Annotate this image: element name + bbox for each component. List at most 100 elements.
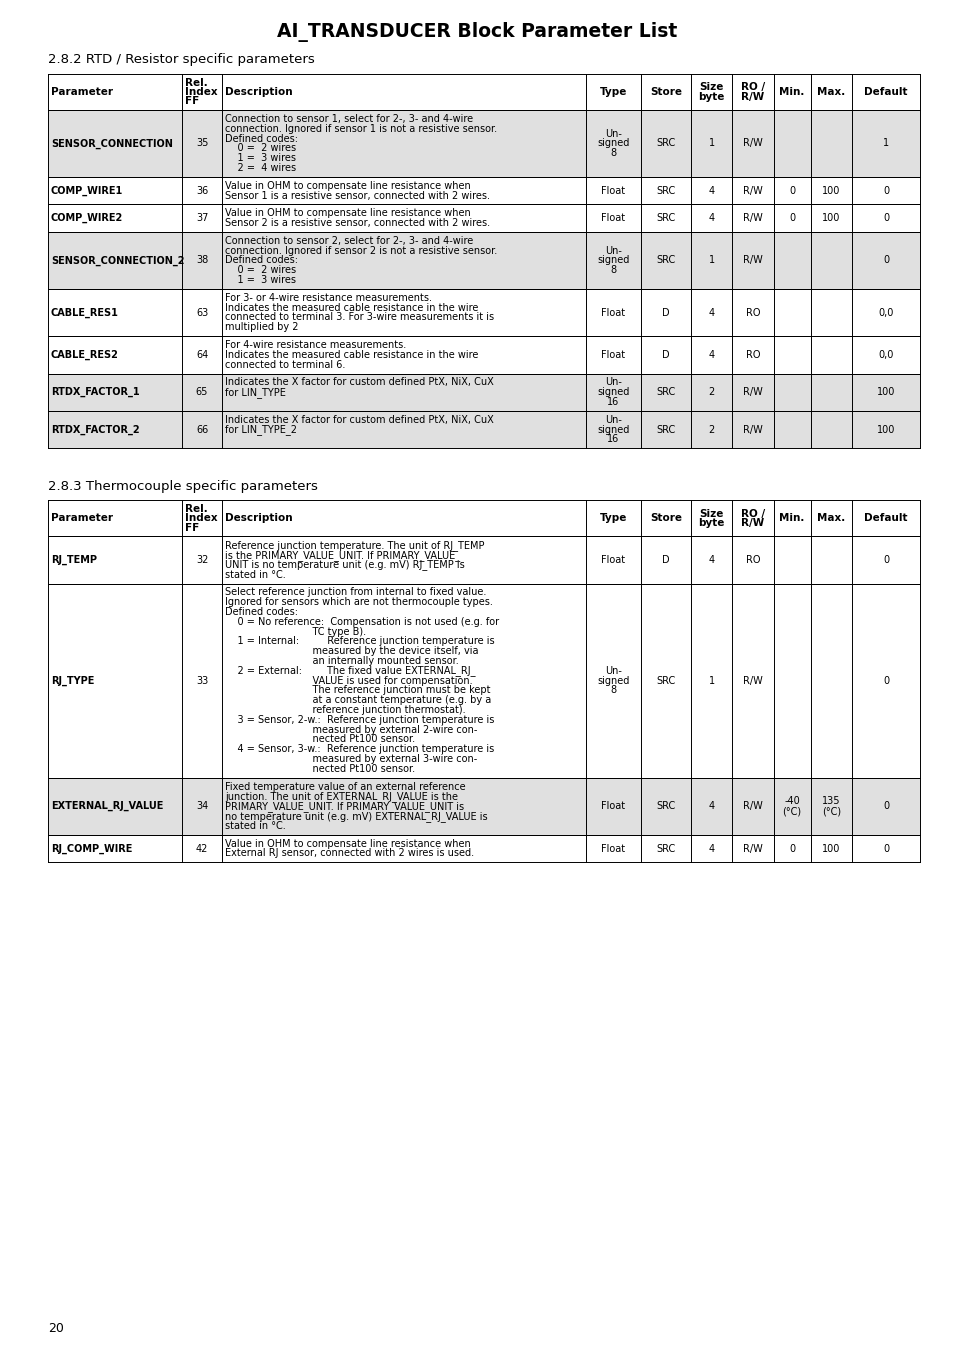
- Bar: [48, 374, 919, 410]
- Text: Max.: Max.: [817, 513, 844, 524]
- Text: 0 =  2 wires: 0 = 2 wires: [225, 143, 296, 154]
- Text: byte: byte: [698, 92, 724, 101]
- Text: Float: Float: [600, 213, 625, 223]
- Text: Un-: Un-: [604, 378, 621, 387]
- Text: 32: 32: [195, 555, 208, 566]
- Text: (°C): (°C): [781, 806, 801, 817]
- Text: Float: Float: [600, 350, 625, 360]
- Text: 2: 2: [708, 387, 714, 397]
- Text: Select reference junction from internal to fixed value.: Select reference junction from internal …: [225, 587, 486, 598]
- Text: Sensor 1 is a resistive sensor, connected with 2 wires.: Sensor 1 is a resistive sensor, connecte…: [225, 190, 490, 201]
- Text: R/W: R/W: [742, 844, 762, 853]
- Bar: [48, 74, 919, 109]
- Text: Type: Type: [599, 86, 626, 97]
- Text: RTDX_FACTOR_1: RTDX_FACTOR_1: [51, 387, 139, 397]
- Text: Float: Float: [600, 555, 625, 566]
- Text: RO: RO: [745, 555, 760, 566]
- Text: 20: 20: [48, 1322, 64, 1335]
- Text: R/W: R/W: [742, 185, 762, 196]
- Bar: [48, 232, 919, 289]
- Text: 100: 100: [821, 213, 840, 223]
- Text: Un-: Un-: [604, 246, 621, 255]
- Text: Default: Default: [863, 86, 907, 97]
- Text: 8: 8: [610, 686, 616, 695]
- Text: Store: Store: [650, 86, 681, 97]
- Text: 2.8.3 Thermocouple specific parameters: 2.8.3 Thermocouple specific parameters: [48, 479, 317, 493]
- Text: External RJ sensor, connected with 2 wires is used.: External RJ sensor, connected with 2 wir…: [225, 849, 474, 859]
- Text: 0: 0: [882, 185, 888, 196]
- Text: 38: 38: [195, 255, 208, 266]
- Text: measured by external 3-wire con-: measured by external 3-wire con-: [225, 755, 477, 764]
- Text: Indicates the X factor for custom defined PtX, NiX, CuX: Indicates the X factor for custom define…: [225, 414, 494, 425]
- Text: 4: 4: [708, 555, 714, 566]
- Text: Index: Index: [185, 513, 217, 524]
- Text: 0: 0: [882, 555, 888, 566]
- Text: connection. Ignored if sensor 1 is not a resistive sensor.: connection. Ignored if sensor 1 is not a…: [225, 124, 497, 134]
- Text: 42: 42: [195, 844, 208, 853]
- Text: 4: 4: [708, 213, 714, 223]
- Text: signed: signed: [597, 425, 629, 435]
- Text: R/W: R/W: [742, 676, 762, 686]
- Text: 8: 8: [610, 266, 616, 275]
- Text: COMP_WIRE1: COMP_WIRE1: [51, 185, 123, 196]
- Text: 0: 0: [882, 844, 888, 853]
- Text: D: D: [661, 308, 669, 317]
- Bar: [48, 204, 919, 232]
- Text: 8: 8: [610, 148, 616, 158]
- Text: Parameter: Parameter: [51, 513, 112, 524]
- Text: UNIT is no temperature unit (e.g. mV) RJ_TEMP is: UNIT is no temperature unit (e.g. mV) RJ…: [225, 559, 465, 570]
- Text: 0,0: 0,0: [878, 350, 893, 360]
- Text: 100: 100: [821, 185, 840, 196]
- Text: Float: Float: [600, 308, 625, 317]
- Text: R/W: R/W: [742, 255, 762, 266]
- Text: 35: 35: [195, 139, 208, 148]
- Text: Parameter: Parameter: [51, 86, 112, 97]
- Text: EXTERNAL_RJ_VALUE: EXTERNAL_RJ_VALUE: [51, 801, 163, 811]
- Text: For 4-wire resistance measurements.: For 4-wire resistance measurements.: [225, 340, 406, 350]
- Text: AI_TRANSDUCER Block Parameter List: AI_TRANSDUCER Block Parameter List: [276, 22, 677, 42]
- Text: Un-: Un-: [604, 666, 621, 676]
- Text: FF: FF: [185, 522, 199, 533]
- Text: 36: 36: [195, 185, 208, 196]
- Text: RO: RO: [745, 350, 760, 360]
- Text: 4: 4: [708, 350, 714, 360]
- Text: for LIN_TYPE_2: for LIN_TYPE_2: [225, 424, 297, 435]
- Text: Value in OHM to compensate line resistance when: Value in OHM to compensate line resistan…: [225, 181, 471, 190]
- Text: 0 = No reference:  Compensation is not used (e.g. for: 0 = No reference: Compensation is not us…: [225, 617, 499, 626]
- Text: R/W: R/W: [742, 139, 762, 148]
- Text: 1: 1: [708, 255, 714, 266]
- Text: SRC: SRC: [656, 255, 675, 266]
- Text: 66: 66: [195, 425, 208, 435]
- Text: 100: 100: [821, 844, 840, 853]
- Text: 100: 100: [876, 387, 894, 397]
- Text: RJ_COMP_WIRE: RJ_COMP_WIRE: [51, 844, 132, 853]
- Text: SENSOR_CONNECTION: SENSOR_CONNECTION: [51, 138, 172, 148]
- Text: 4: 4: [708, 308, 714, 317]
- Bar: [48, 109, 919, 177]
- Text: R/W: R/W: [742, 425, 762, 435]
- Text: D: D: [661, 350, 669, 360]
- Text: Rel.: Rel.: [185, 77, 207, 88]
- Text: is the PRIMARY_VALUE_UNIT. If PRIMARY_VALUE_: is the PRIMARY_VALUE_UNIT. If PRIMARY_VA…: [225, 549, 460, 560]
- Text: SRC: SRC: [656, 425, 675, 435]
- Text: multiplied by 2: multiplied by 2: [225, 323, 298, 332]
- Text: 4: 4: [708, 844, 714, 853]
- Bar: [48, 778, 919, 834]
- Text: 4: 4: [708, 802, 714, 811]
- Text: 135: 135: [821, 796, 840, 806]
- Text: 1 = Internal:         Reference junction temperature is: 1 = Internal: Reference junction tempera…: [225, 636, 495, 647]
- Text: CABLE_RES2: CABLE_RES2: [51, 350, 119, 360]
- Text: R/W: R/W: [742, 213, 762, 223]
- Text: 0: 0: [788, 185, 795, 196]
- Text: Sensor 2 is a resistive sensor, connected with 2 wires.: Sensor 2 is a resistive sensor, connecte…: [225, 219, 490, 228]
- Text: 2 =  4 wires: 2 = 4 wires: [225, 163, 296, 173]
- Text: R/W: R/W: [740, 92, 763, 101]
- Text: CABLE_RES1: CABLE_RES1: [51, 308, 119, 317]
- Text: 0: 0: [882, 802, 888, 811]
- Text: PRIMARY_VALUE_UNIT. If PRIMARY_VALUE_UNIT is: PRIMARY_VALUE_UNIT. If PRIMARY_VALUE_UNI…: [225, 801, 464, 811]
- Text: byte: byte: [698, 518, 724, 528]
- Text: Rel.: Rel.: [185, 504, 207, 514]
- Text: RO /: RO /: [740, 509, 764, 518]
- Text: stated in °C.: stated in °C.: [225, 821, 286, 830]
- Text: signed: signed: [597, 676, 629, 686]
